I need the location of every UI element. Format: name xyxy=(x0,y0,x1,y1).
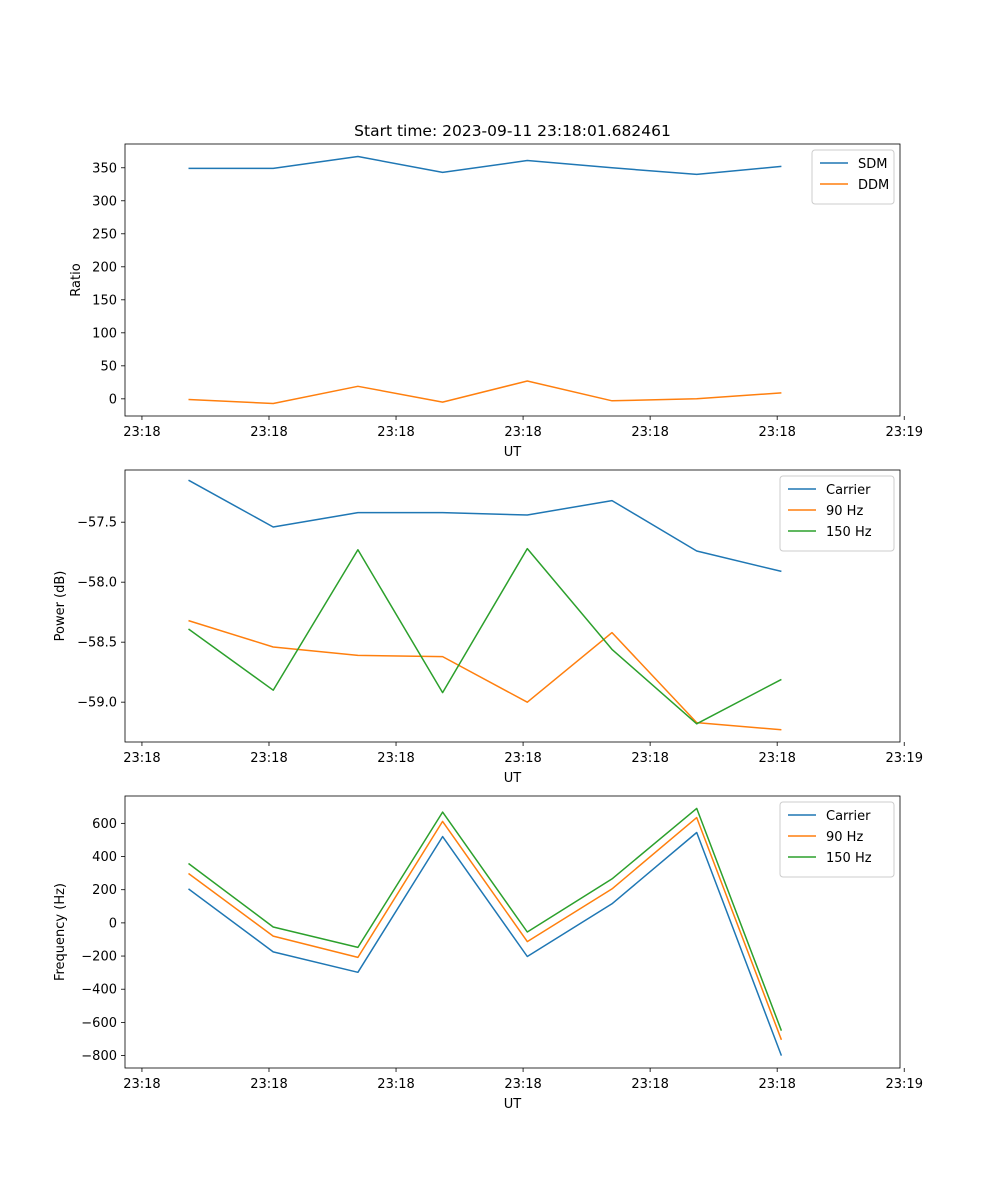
y-tick-label: −57.5 xyxy=(77,516,117,531)
series-line-90-hz xyxy=(188,619,782,731)
y-tick-label: −59.0 xyxy=(77,696,117,711)
y-tick-label: −200 xyxy=(81,950,117,965)
legend-label: DDM xyxy=(858,178,889,193)
x-tick-label: 23:18 xyxy=(123,1077,160,1092)
y-tick-label: 600 xyxy=(92,817,117,832)
y-tick-label: 200 xyxy=(92,883,117,898)
y-tick-label: −58.5 xyxy=(77,636,117,651)
x-tick-label: 23:19 xyxy=(886,1077,923,1092)
series-line-150-hz xyxy=(188,547,782,725)
series-line-carrier xyxy=(188,831,783,1056)
x-tick-label: 23:18 xyxy=(504,1077,541,1092)
x-tick-label: 23:18 xyxy=(123,751,160,766)
legend-label: 150 Hz xyxy=(826,851,872,866)
y-tick-label: 200 xyxy=(92,260,117,275)
legend-label: Carrier xyxy=(826,809,871,824)
y-tick-label: −800 xyxy=(81,1049,117,1064)
y-tick-label: 400 xyxy=(92,850,117,865)
x-tick-label: 23:18 xyxy=(377,1077,414,1092)
y-axis-label: Power (dB) xyxy=(53,571,68,642)
y-axis-label: Ratio xyxy=(69,263,84,296)
chart-panel-2: Carrier 90 Hz 150 Hz xyxy=(121,469,905,746)
x-tick-label: 23:18 xyxy=(250,425,287,440)
x-tick-label: 23:18 xyxy=(250,1077,287,1092)
axes-frame xyxy=(124,795,901,1069)
x-tick-label: 23:19 xyxy=(886,751,923,766)
y-tick-label: 0 xyxy=(109,392,117,407)
legend-label: SDM xyxy=(858,157,887,172)
y-tick-label: 50 xyxy=(100,359,117,374)
series-line-sdm xyxy=(188,155,782,176)
legend-label: Carrier xyxy=(826,483,871,498)
x-tick-label: 23:18 xyxy=(250,751,287,766)
figure-title: Start time: 2023-09-11 23:18:01.682461 xyxy=(354,122,671,140)
y-tick-label: 100 xyxy=(92,326,117,341)
series-line-carrier xyxy=(188,479,782,573)
x-tick-label: 23:18 xyxy=(631,751,668,766)
legend-label: 150 Hz xyxy=(826,525,872,540)
x-axis-label: UT xyxy=(504,445,522,460)
series-line-90-hz xyxy=(188,816,783,1041)
legend: Carrier 90 Hz 150 Hz xyxy=(779,801,895,878)
x-tick-label: 23:19 xyxy=(886,425,923,440)
legend-label: 90 Hz xyxy=(826,504,863,519)
y-tick-label: 150 xyxy=(92,293,117,308)
axes-frame xyxy=(124,469,901,743)
x-axis-label: UT xyxy=(504,771,522,786)
y-tick-label: −58.0 xyxy=(77,576,117,591)
x-tick-label: 23:18 xyxy=(504,751,541,766)
legend: SDM DDM xyxy=(811,149,895,205)
y-tick-label: 300 xyxy=(92,194,117,209)
chart-panel-3: Carrier 90 Hz 150 Hz xyxy=(121,795,905,1072)
x-tick-label: 23:18 xyxy=(758,751,795,766)
x-tick-label: 23:18 xyxy=(758,1077,795,1092)
legend-box xyxy=(779,475,895,552)
x-tick-label: 23:18 xyxy=(758,425,795,440)
legend-label: 90 Hz xyxy=(826,830,863,845)
x-axis-label: UT xyxy=(504,1097,522,1112)
y-axis-label: Frequency (Hz) xyxy=(53,883,68,981)
legend-box xyxy=(779,801,895,878)
legend: Carrier 90 Hz 150 Hz xyxy=(779,475,895,552)
x-tick-label: 23:18 xyxy=(377,751,414,766)
y-tick-label: 250 xyxy=(92,227,117,242)
series-line-ddm xyxy=(188,380,782,405)
y-tick-label: 350 xyxy=(92,161,117,176)
chart-panel-1: SDM DDM xyxy=(121,143,905,420)
axes-frame xyxy=(124,143,901,417)
x-tick-label: 23:18 xyxy=(504,425,541,440)
x-tick-label: 23:18 xyxy=(377,425,414,440)
x-tick-label: 23:18 xyxy=(631,1077,668,1092)
y-tick-label: −400 xyxy=(81,983,117,998)
y-tick-label: −600 xyxy=(81,1016,117,1031)
x-tick-label: 23:18 xyxy=(631,425,668,440)
x-tick-label: 23:18 xyxy=(123,425,160,440)
series-line-150-hz xyxy=(188,807,783,1031)
y-tick-label: 0 xyxy=(109,916,117,931)
